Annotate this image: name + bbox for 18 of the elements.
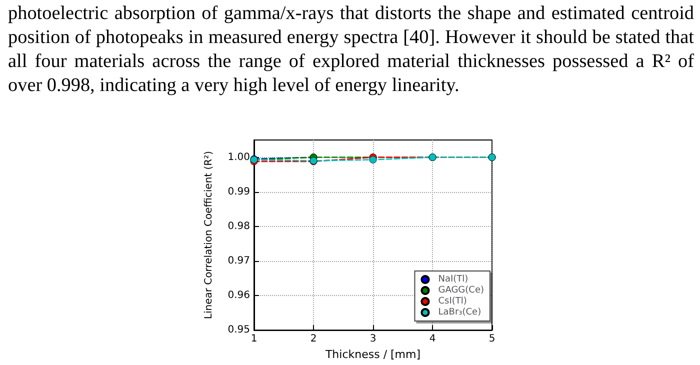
y-tick-label: 1.00 [228,152,250,163]
y-axis-title: Linear Correlation Coefficient (R²) [204,150,214,320]
y-tick-label: 0.97 [228,255,250,266]
legend-label: GAGG(Ce) [438,286,484,296]
y-tick-label: 0.98 [228,220,250,232]
x-axis-title: Thickness / [mm] [324,348,421,361]
y-tick-label: 0.99 [228,186,250,198]
x-tick-label: 5 [488,334,496,345]
legend-label: NaI(Tl) [438,274,468,284]
x-tick-label: 4 [429,334,436,345]
x-tick-label: 2 [310,334,317,345]
text: photoelectric absorption of gamma/x-rays that distorts the shape and estimated centroid position of photopeaks in measured energy spectra [40]. However it should be stated that all four materials across the range of explored material thicknesses possessed a R² of over 0.998, indicating a very high level of energy linearity. [8,2,694,98]
legend-label: LaBr₃(Ce) [438,308,482,318]
x-tick-label: 3 [370,334,376,345]
x-tick-label: 1 [250,334,258,345]
y-tick-label: 0.95 [228,324,250,336]
y-tick-label: 0.96 [228,290,250,302]
legend-label: CsI(Tl) [438,296,467,306]
